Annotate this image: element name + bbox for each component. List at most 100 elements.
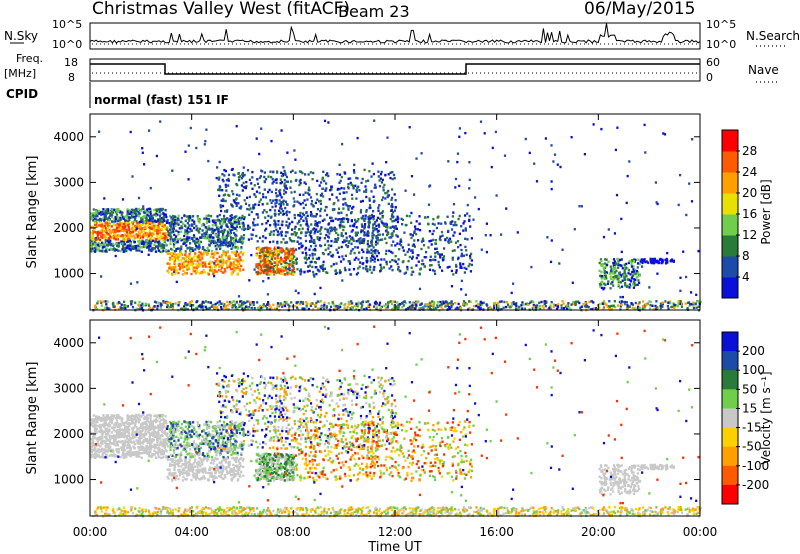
power-cell (353, 171, 356, 174)
power-cell (325, 182, 328, 185)
power-cell (392, 307, 395, 310)
power-cell (282, 238, 285, 241)
power-cell (191, 236, 194, 240)
power-cell (361, 256, 364, 259)
power-cell (379, 212, 382, 215)
power-cell (167, 233, 170, 237)
power-cell (431, 232, 434, 236)
power-cell (187, 263, 190, 266)
power-cell (637, 274, 640, 277)
power-cell (237, 266, 240, 269)
power-cell (396, 242, 399, 245)
velocity-panel-bg (90, 320, 700, 516)
power-cell (366, 240, 370, 243)
power-cell (311, 257, 314, 260)
power-cell (277, 270, 280, 274)
power-cell (357, 218, 360, 221)
power-cell (469, 254, 472, 258)
power-cell (322, 170, 325, 173)
power-cell (426, 307, 429, 311)
power-cell (186, 222, 189, 225)
power-cell (641, 307, 644, 310)
power-cell (183, 305, 186, 308)
power-cell (116, 216, 119, 219)
power-cell (187, 217, 190, 221)
power-cell (235, 202, 238, 205)
power-cell (390, 236, 393, 239)
power-cell (441, 303, 444, 306)
power-cell (186, 227, 189, 230)
power-cell (636, 272, 639, 275)
power-cell (349, 307, 352, 310)
power-cell (293, 200, 296, 203)
power-cell (94, 231, 97, 234)
power-cell (140, 242, 143, 245)
power-cell (611, 272, 614, 275)
power-cell (280, 129, 283, 132)
power-cell (162, 212, 165, 215)
power-cell (371, 237, 374, 240)
power-cell (323, 301, 326, 304)
power-cell (528, 151, 531, 155)
power-cell (92, 219, 95, 222)
power-cell (148, 129, 151, 132)
power-cell (132, 220, 135, 223)
power-cell (355, 190, 358, 193)
power-cell (235, 204, 238, 207)
power-cell (600, 127, 603, 131)
power-cell (607, 260, 610, 263)
power-cell (214, 265, 217, 269)
power-cell (107, 209, 110, 213)
power-cell (153, 213, 156, 216)
power-cell (374, 243, 377, 246)
power-cell (263, 262, 266, 265)
power-cell (168, 228, 172, 231)
power-cell (279, 202, 282, 206)
power-cell (235, 263, 238, 267)
power-cell (103, 224, 106, 227)
power-cell (494, 130, 497, 134)
power-cell (262, 260, 265, 264)
power-cell (451, 258, 454, 261)
power-cell (357, 239, 360, 243)
power-cell (303, 199, 306, 202)
power-cell (203, 235, 207, 238)
power-cell (256, 307, 259, 310)
power-cell (337, 218, 340, 221)
power-cell (450, 240, 453, 243)
power-cell (211, 261, 214, 264)
power-cell (472, 304, 476, 308)
power-cell (337, 199, 340, 202)
power-cell (227, 177, 230, 181)
power-cell (613, 300, 616, 303)
power-cell (324, 227, 327, 231)
power-cell (95, 238, 98, 242)
power-cell (98, 211, 101, 214)
power-cell (131, 306, 135, 309)
power-cell (115, 208, 118, 211)
power-cell (338, 187, 341, 191)
power-cell (342, 191, 345, 194)
power-cell (374, 220, 377, 224)
power-cell (251, 187, 254, 190)
power-cell (608, 272, 611, 275)
power-cell (238, 260, 241, 263)
power-cell (280, 257, 283, 261)
power-cell (630, 263, 633, 266)
power-cell (166, 304, 169, 307)
power-cell (491, 146, 494, 150)
power-cell (110, 215, 113, 219)
power-cell (187, 258, 190, 262)
power-cell (315, 302, 318, 305)
power-cell (343, 217, 346, 220)
power-cell (94, 305, 97, 309)
power-cell (263, 171, 266, 174)
power-cell (204, 237, 207, 240)
power-cell (283, 192, 286, 196)
power-cell (562, 302, 565, 305)
power-cell (350, 249, 353, 253)
power-cell (111, 220, 114, 223)
power-cell (447, 229, 450, 233)
power-cell (383, 304, 386, 307)
power-cell (246, 207, 249, 211)
